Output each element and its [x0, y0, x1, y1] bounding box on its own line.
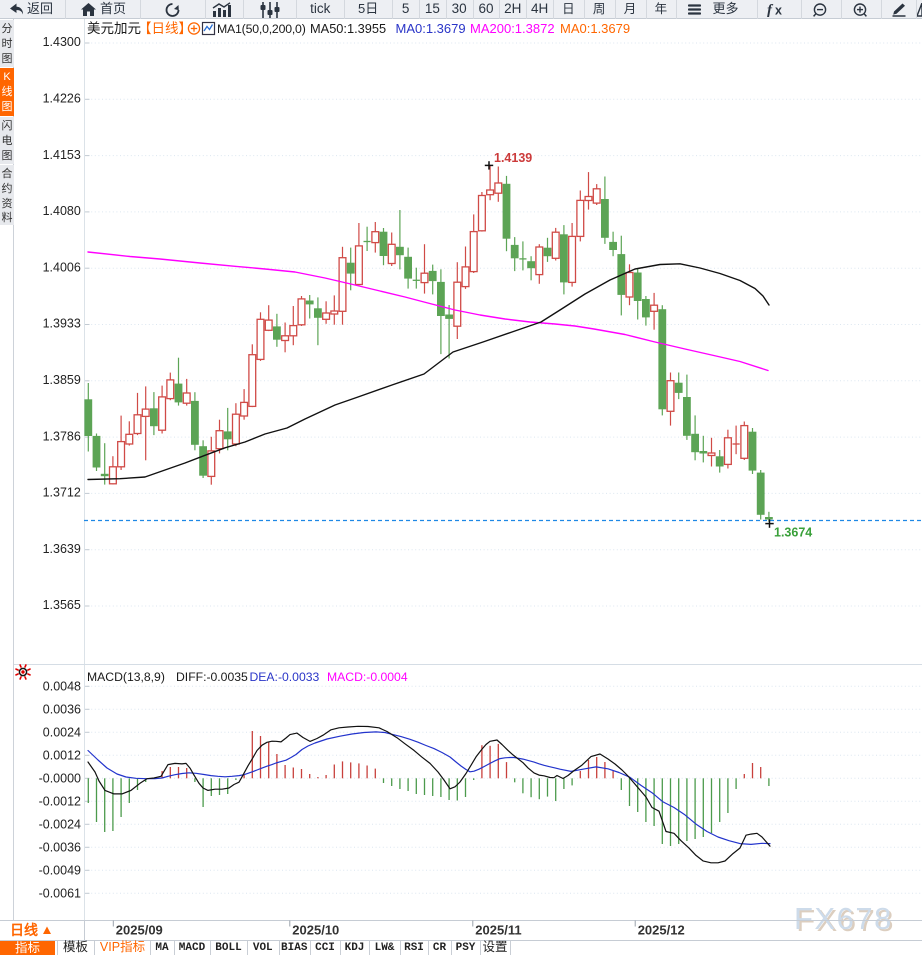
- svg-text:2025/12: 2025/12: [638, 923, 685, 938]
- svg-text:0.0024: 0.0024: [43, 725, 81, 739]
- svg-text:-0.0049: -0.0049: [39, 863, 81, 877]
- svg-text:MA0:1.3679: MA0:1.3679: [396, 21, 466, 36]
- svg-text:1.4080: 1.4080: [43, 204, 81, 218]
- svg-text:FX678: FX678: [794, 901, 893, 936]
- svg-text:MACD:-0.0004: MACD:-0.0004: [327, 670, 408, 684]
- svg-text:-0.0061: -0.0061: [39, 886, 81, 900]
- svg-text:1.4300: 1.4300: [43, 35, 81, 49]
- svg-text:MA0:1.3679: MA0:1.3679: [560, 21, 630, 36]
- svg-text:MA50:1.3955: MA50:1.3955: [310, 21, 386, 36]
- svg-text:f: f: [767, 3, 774, 18]
- svg-text:MA1(50,0,200,0): MA1(50,0,200,0): [217, 22, 306, 36]
- svg-text:2025/09: 2025/09: [116, 923, 163, 938]
- svg-text:DEA:-0.0033: DEA:-0.0033: [250, 670, 320, 684]
- svg-text:1.4153: 1.4153: [43, 148, 81, 162]
- svg-text:1.3712: 1.3712: [43, 486, 81, 500]
- svg-text:x: x: [775, 4, 782, 18]
- svg-text:1.3933: 1.3933: [43, 317, 81, 331]
- svg-text:MACD(13,8,9): MACD(13,8,9): [87, 670, 165, 684]
- svg-text:MA200:1.3872: MA200:1.3872: [470, 21, 555, 36]
- svg-text:2025/10: 2025/10: [292, 923, 339, 938]
- svg-text:0.0012: 0.0012: [43, 748, 81, 762]
- svg-text:美元加元: 美元加元: [87, 21, 141, 36]
- svg-text:1.3786: 1.3786: [43, 429, 81, 443]
- svg-text:1.3565: 1.3565: [43, 598, 81, 612]
- svg-text:-0.0012: -0.0012: [39, 794, 81, 808]
- svg-text:0.0036: 0.0036: [43, 702, 81, 716]
- svg-text:2025/11: 2025/11: [475, 923, 521, 938]
- svg-text:0.0048: 0.0048: [43, 679, 81, 693]
- svg-text:【日线】: 【日线】: [138, 21, 192, 36]
- svg-text:DIFF:-0.0035: DIFF:-0.0035: [176, 670, 248, 684]
- svg-text:1.4139: 1.4139: [494, 151, 532, 165]
- svg-text:1.3859: 1.3859: [43, 373, 81, 387]
- svg-text:1.4226: 1.4226: [43, 92, 81, 106]
- svg-text:1.3639: 1.3639: [43, 542, 81, 556]
- svg-text:日线: 日线: [10, 922, 38, 938]
- svg-text:1.4006: 1.4006: [43, 260, 81, 274]
- svg-text:1.3674: 1.3674: [774, 526, 812, 540]
- svg-text:-0.0024: -0.0024: [39, 817, 81, 831]
- svg-text:-0.0036: -0.0036: [39, 840, 81, 854]
- svg-text:-0.0000: -0.0000: [39, 771, 81, 785]
